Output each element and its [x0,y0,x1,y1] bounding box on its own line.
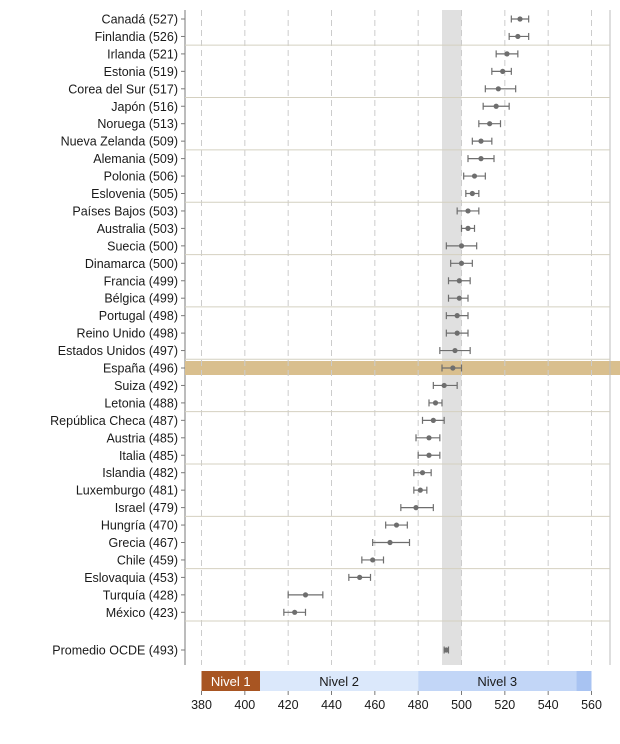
point-1 [515,33,521,40]
row-label: Noruega (513) [97,117,178,131]
row-label: Islandia (482) [102,466,178,480]
gridlines [201,10,611,665]
level-label-1: Nivel 2 [319,674,359,689]
point-5 [493,103,499,109]
point-31 [370,557,376,563]
row-label: Nueva Zelanda (509) [61,135,178,149]
row-labels: Canadá (527) Finlandia (526) Irlanda (521)… [50,13,185,658]
row-label: Suiza (492) [114,379,178,393]
point-12 [465,225,471,231]
row-label: Eslovenia (505) [91,187,178,201]
row-label: Canadá (527) [102,13,178,27]
point-26 [419,470,426,476]
row-label: Turquía (428) [103,588,178,602]
point-17 [454,313,460,319]
x-tick-label: 500 [451,698,472,712]
row-label: Hungría (470) [101,519,178,533]
point-20 [450,365,456,371]
point-3 [500,68,506,74]
x-tick-label: 420 [278,698,299,712]
x-tick-label: 520 [494,698,515,712]
point-34 [292,609,298,615]
point-0 [517,16,523,22]
level-segment-2 [418,671,577,691]
row-label: Alemania (509) [93,152,178,166]
x-tick-label: 400 [234,698,255,712]
point-6 [487,121,493,127]
row-label: Portugal (498) [99,309,178,323]
point-14 [458,260,465,266]
point-19 [452,347,458,354]
point-22 [432,400,439,406]
x-tick-label: 560 [581,698,602,712]
row-label: Estonia (519) [104,65,178,79]
point-13 [458,243,465,249]
point-28 [413,505,419,511]
level-label-2: Nivel 3 [477,674,517,689]
row-label: Grecia (467) [109,536,178,550]
row-label: Luxemburgo (481) [76,484,178,498]
point-16 [456,295,462,301]
point-10 [469,190,475,197]
row-label: Francia (499) [104,274,178,288]
row-label: Chile (459) [117,553,178,567]
point-9 [471,173,478,179]
point-15 [456,278,462,284]
row-label: México (423) [106,606,178,620]
row-label: Israel (479) [115,501,178,515]
row-label: Suecia (500) [107,239,178,253]
row-label: Países Bajos (503) [72,204,178,218]
level-segment-3 [576,671,592,691]
row-label: Eslovaquia (453) [84,571,178,585]
group-separators [185,44,610,622]
point-24 [426,435,432,441]
chart-background [184,10,620,665]
row-label: Estados Unidos (497) [58,344,178,358]
x-tick-label: 540 [538,698,559,712]
x-tick-label: 480 [408,698,429,712]
point-average [443,647,449,653]
row-label: Reino Unido (498) [77,327,178,341]
point-33 [302,592,309,598]
row-label: Promedio OCDE (493) [52,644,178,658]
point-32 [357,574,363,581]
row-label: Austria (485) [106,431,178,445]
point-7 [478,138,484,144]
row-label: Polonia (506) [104,170,178,184]
level-label-0: Nivel 1 [211,674,251,689]
point-18 [454,330,460,336]
average-band [442,10,462,665]
point-29 [393,522,400,528]
point-27 [417,487,423,493]
row-label: Finlandia (526) [95,30,178,44]
data-points [283,15,530,654]
highlight-band [185,361,620,375]
point-21 [441,382,447,389]
row-label: Bélgica (499) [104,292,178,306]
level-bar: Nivel 1 Nivel 2 Nivel 3 [201,671,592,691]
level-segment-1 [260,671,419,691]
row-label: Japón (516) [111,100,178,114]
point-30 [387,539,393,546]
point-25 [426,452,432,458]
x-tick-label: 380 [191,698,212,712]
point-11 [465,208,471,214]
point-8 [478,156,484,162]
point-4 [495,86,501,92]
x-axis: 380 400 420 440 460 480 500 520 540 560 [191,691,602,712]
row-label: Irlanda (521) [107,47,178,61]
row-label: Dinamarca (500) [85,257,178,271]
x-tick-label: 440 [321,698,342,712]
row-label: Australia (503) [97,222,178,236]
row-label: Italia (485) [119,449,178,463]
row-label: Corea del Sur (517) [68,82,178,96]
point-23 [430,417,436,423]
row-label: Letonia (488) [104,396,178,410]
point-2 [504,51,510,57]
row-label: República Checa (487) [50,414,178,428]
row-label: España (496) [103,362,178,376]
level-segment-0 [201,671,260,691]
x-tick-label: 460 [364,698,385,712]
